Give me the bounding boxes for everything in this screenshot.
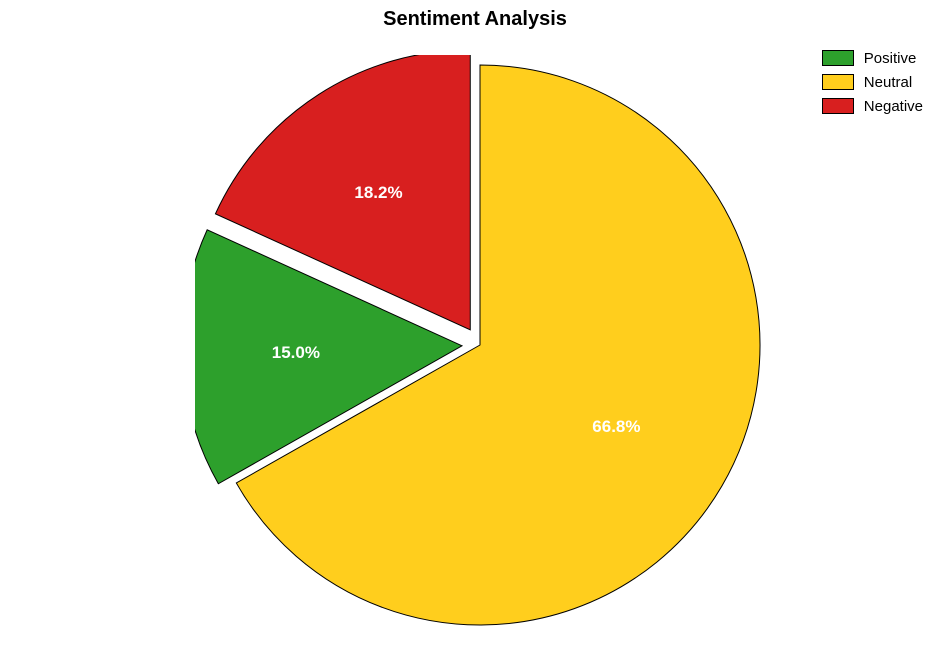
slice-label-neutral: 66.8% — [592, 417, 640, 437]
legend-item-positive: Positive — [822, 48, 923, 68]
slice-label-positive: 15.0% — [272, 343, 320, 363]
legend-item-negative: Negative — [822, 96, 923, 116]
slice-label-negative: 18.2% — [354, 183, 402, 203]
legend-label-negative: Negative — [864, 98, 923, 115]
legend: Positive Neutral Negative — [822, 48, 923, 120]
legend-swatch-negative — [822, 98, 854, 114]
legend-swatch-neutral — [822, 74, 854, 90]
chart-container: Sentiment Analysis 18.2% 15.0% 66.8% Posit… — [0, 0, 950, 662]
legend-label-neutral: Neutral — [864, 74, 912, 91]
legend-item-neutral: Neutral — [822, 72, 923, 92]
legend-swatch-positive — [822, 50, 854, 66]
chart-title: Sentiment Analysis — [383, 8, 567, 31]
legend-label-positive: Positive — [864, 50, 917, 67]
